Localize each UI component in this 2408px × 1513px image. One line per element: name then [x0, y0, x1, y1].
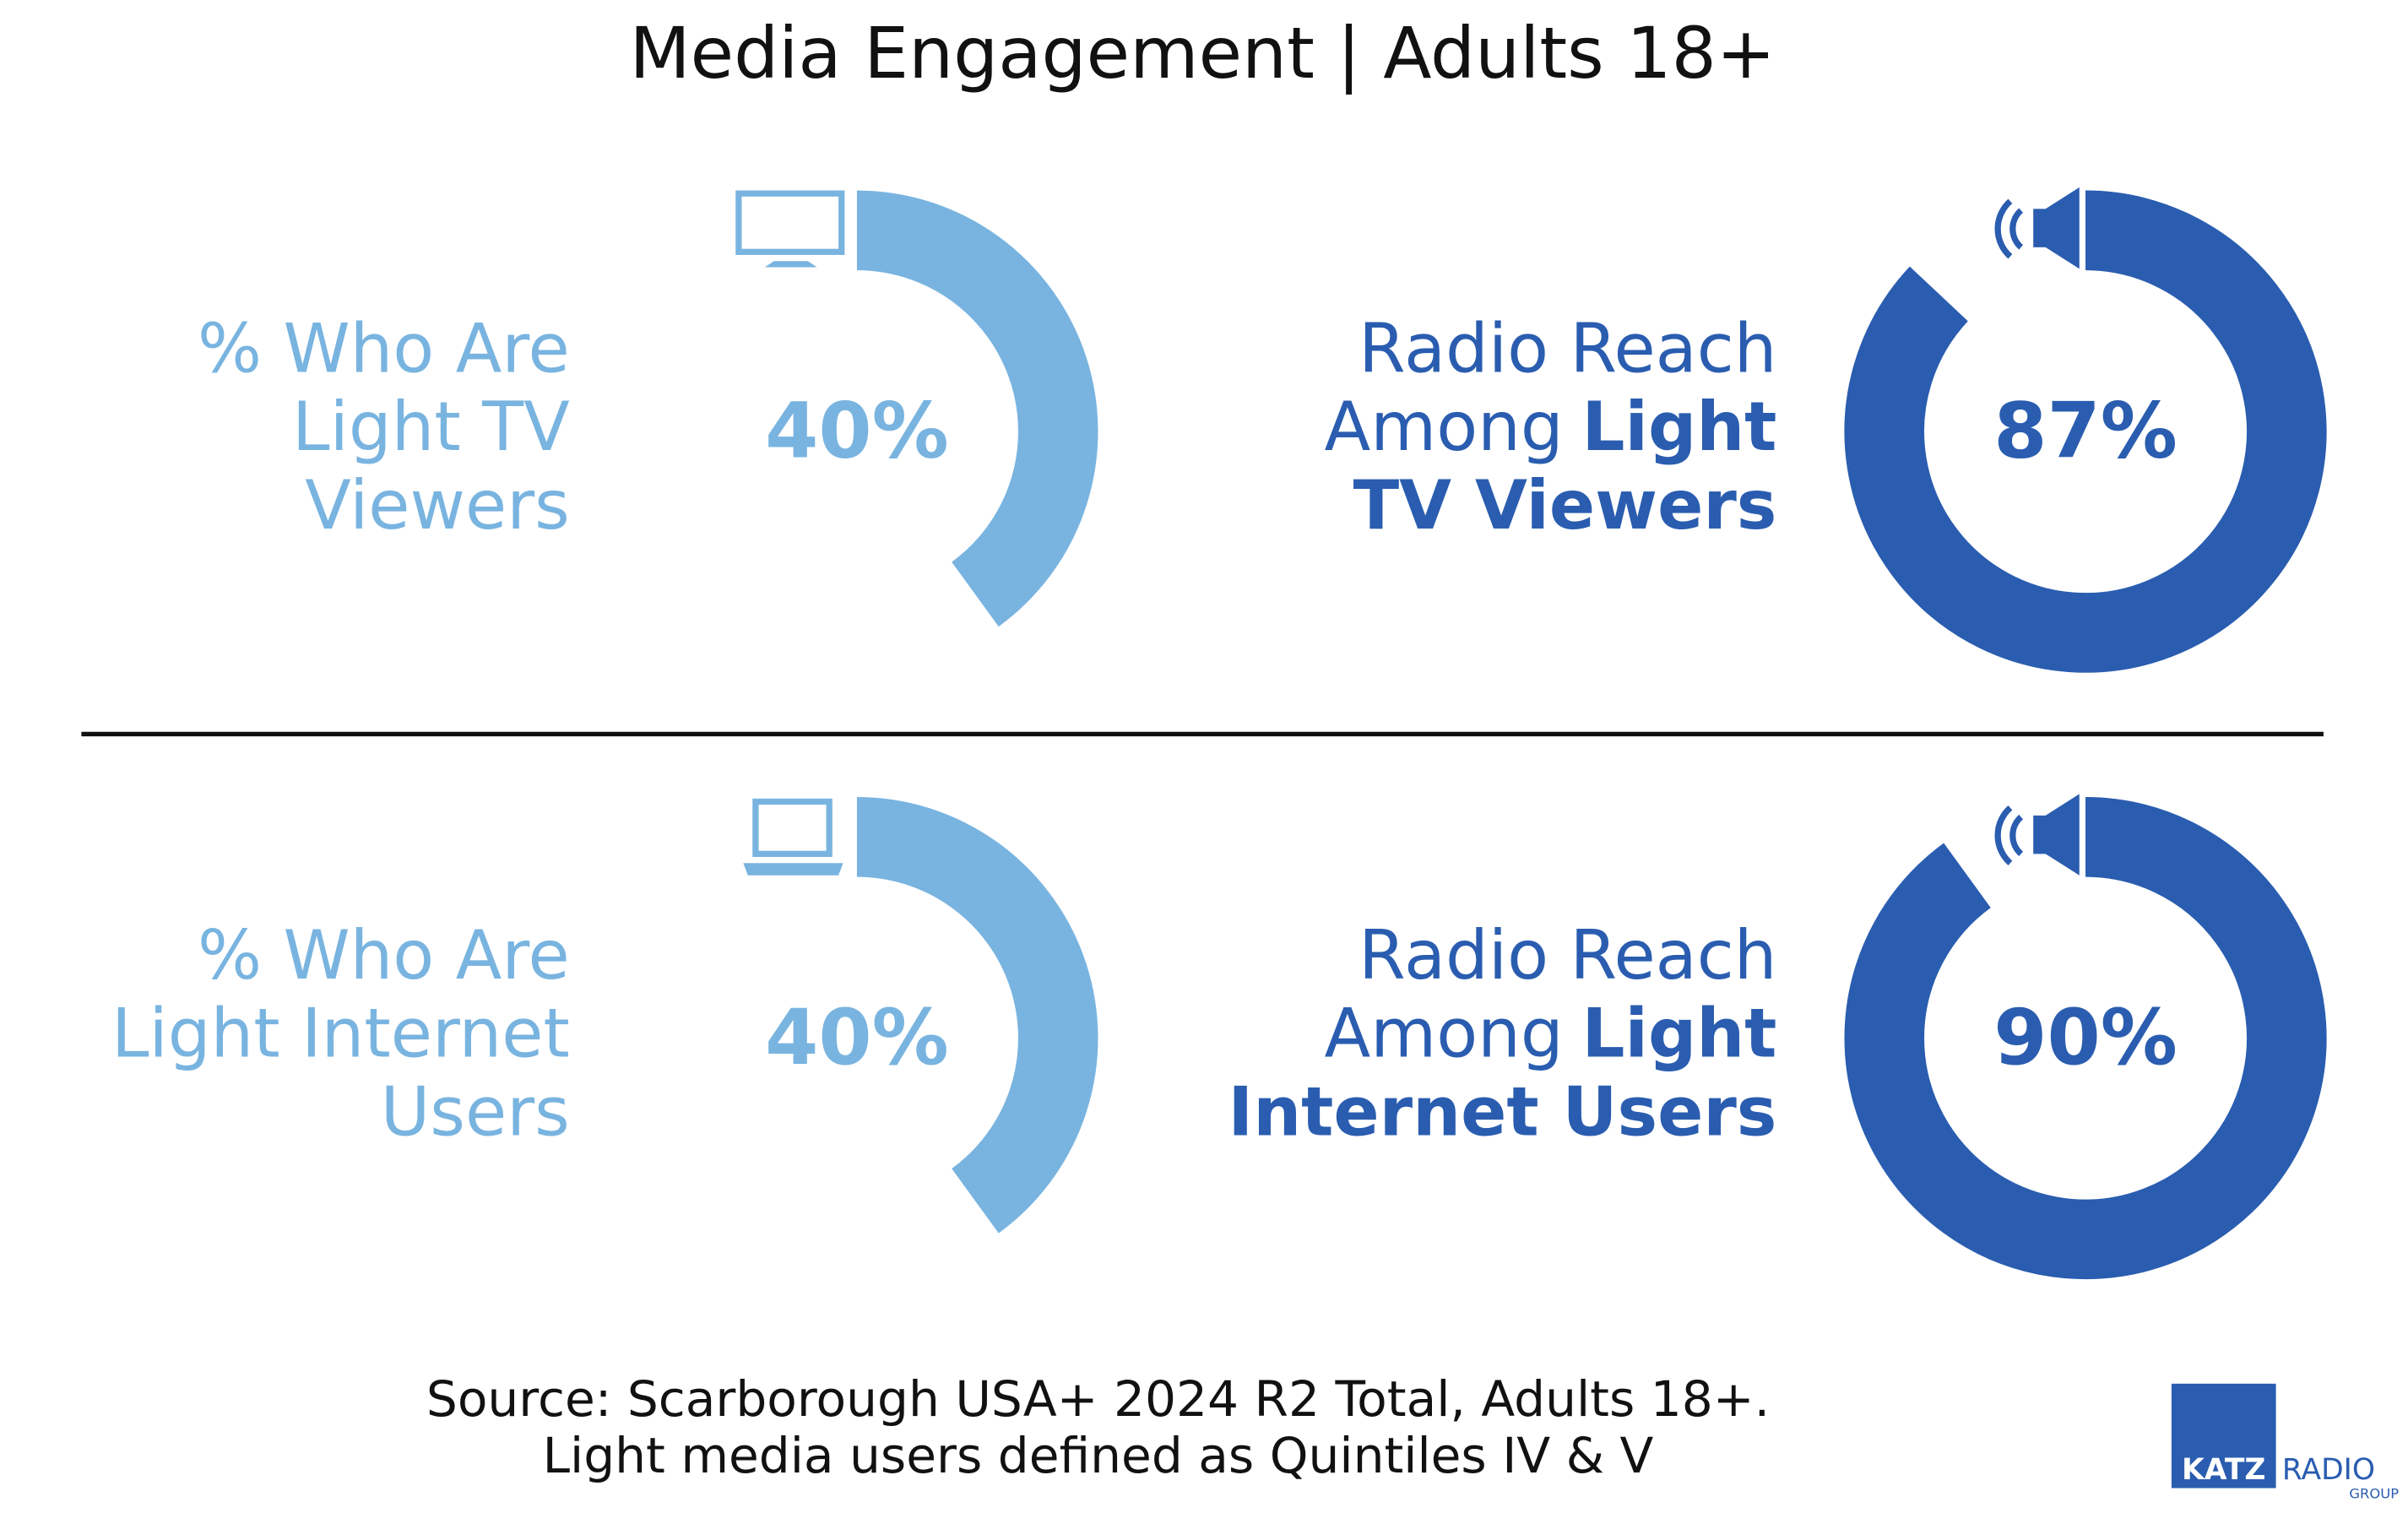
label-part: Among	[1325, 995, 1564, 1073]
label-line: Light TV	[292, 388, 570, 466]
label-line: Users	[381, 1072, 570, 1151]
title: Media Engagement | Adults 18+	[629, 12, 1775, 95]
laptop-icon	[743, 798, 843, 876]
logo-block	[2171, 1383, 2276, 1489]
label-line: % Who Are	[198, 916, 570, 995]
logo-sub: GROUP	[2349, 1485, 2399, 1501]
donut-arc	[856, 797, 1098, 1234]
source-line: Light media users defined as Quintiles I…	[543, 1427, 1654, 1484]
label-part: Users	[381, 1072, 570, 1151]
logo-name: KATZ	[2182, 1453, 2265, 1487]
label-line: Viewers	[305, 466, 570, 545]
label-line: % Who Are	[198, 309, 570, 388]
source-line: Source: Scarborough USA+ 2024 R2 Total, …	[426, 1370, 1770, 1428]
value-label: 40%	[765, 387, 949, 475]
label-line: TV Viewers	[1353, 466, 1777, 545]
label-part: % Who Are	[198, 916, 570, 995]
label-line: Radio Reach	[1359, 309, 1776, 388]
label-part: TV Viewers	[1353, 466, 1777, 545]
label-line: Among Light	[1325, 995, 1777, 1073]
label-part: Radio Reach	[1359, 916, 1776, 995]
label-part: Internet Users	[1228, 1072, 1776, 1151]
donut-arc	[1844, 797, 2327, 1280]
label-part: Light	[1582, 388, 1777, 466]
speaker-icon	[1994, 794, 2080, 876]
label-line: Internet Users	[1228, 1072, 1776, 1151]
value-label: 40%	[765, 994, 949, 1082]
label-line: Radio Reach	[1359, 916, 1776, 995]
donut-arc	[856, 190, 1098, 627]
label-line: Light Internet	[111, 995, 570, 1073]
tv-icon	[735, 190, 845, 268]
label-part: % Who Are	[198, 309, 570, 388]
value-label: 87%	[1993, 387, 2178, 475]
label-part: Radio Reach	[1359, 309, 1776, 388]
label-part: Among	[1325, 388, 1564, 466]
donut-arc	[1844, 190, 2327, 673]
label-part: Light	[1582, 995, 1777, 1073]
label-line: Among Light	[1325, 388, 1777, 466]
logo-word: RADIO	[2282, 1453, 2375, 1487]
speaker-icon	[1994, 187, 2080, 269]
label-part: Viewers	[305, 466, 570, 545]
label-part: Light Internet	[111, 995, 570, 1073]
value-label: 90%	[1993, 994, 2178, 1082]
label-part: Light TV	[292, 388, 570, 466]
